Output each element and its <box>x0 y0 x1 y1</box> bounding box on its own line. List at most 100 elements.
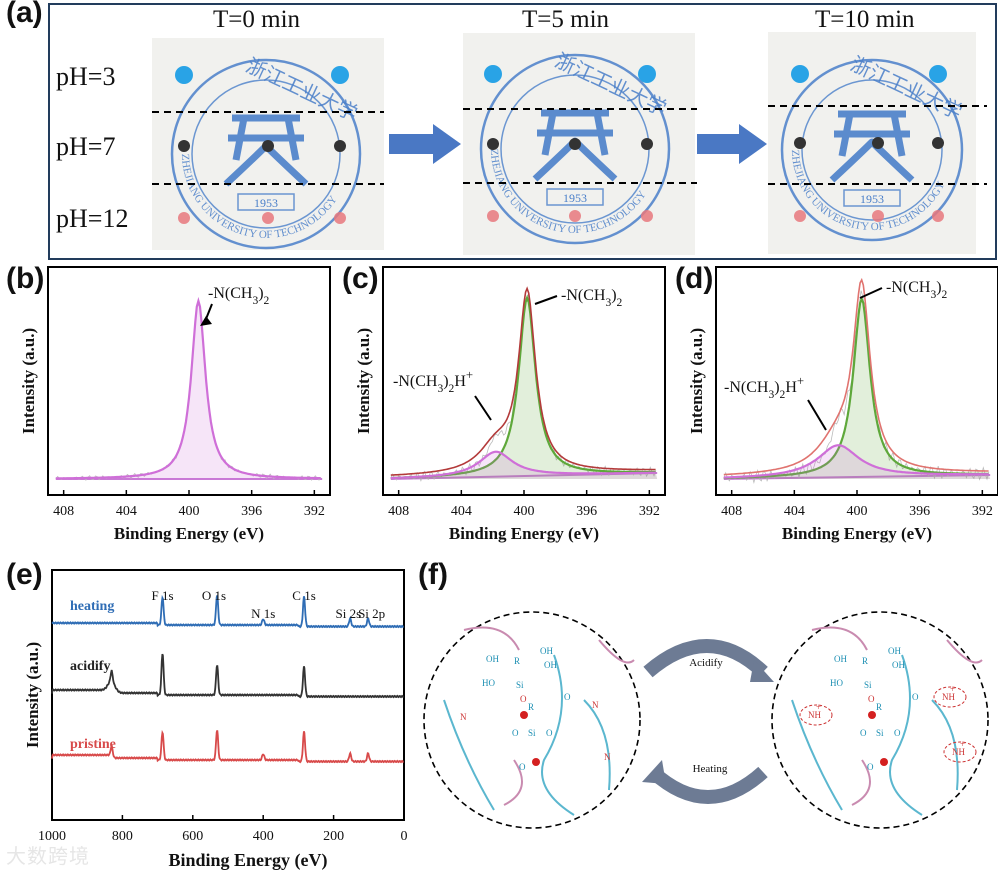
protonated-amine-label: NH <box>942 692 955 702</box>
x-tick-label: 200 <box>323 829 344 844</box>
peak-label: O 1s <box>202 588 226 603</box>
polymer-chain-pink <box>946 639 983 664</box>
amine-n-label: N <box>604 752 611 762</box>
oxygen-atom <box>532 758 540 766</box>
protonated-amine-label: NH <box>808 710 821 720</box>
annotation-n-ch3-2: -N(CH3)2 <box>561 287 623 309</box>
xps-chart-c: 408 404 400 396 392 Binding Energy (eV) Intens… <box>354 266 666 543</box>
x-tick-label: 396 <box>909 504 930 519</box>
droplet-ph-12 <box>932 210 944 222</box>
oxygen-label: O <box>519 762 526 772</box>
oxygen-atom <box>868 711 876 719</box>
after-state-circle <box>771 611 989 829</box>
silicon-label: Si <box>528 728 536 738</box>
droplet-ph-7 <box>178 140 190 152</box>
acidify-arrowhead <box>750 660 774 682</box>
droplet-ph-7 <box>262 140 274 152</box>
x-tick-label: 400 <box>847 504 868 519</box>
peak-label: Si 2p <box>358 606 385 621</box>
logo-emblem <box>829 110 915 183</box>
polymer-chain <box>443 699 495 811</box>
y-axis-label: Intensity (a.u.) <box>354 328 373 434</box>
polymer-chain-pink <box>598 639 635 664</box>
hydroxyl-label: HO <box>482 678 495 688</box>
peak-fill-n-ch3-2 <box>723 298 991 479</box>
charge-label: + <box>816 702 821 712</box>
oxygen-atom <box>880 758 888 766</box>
charge-label: + <box>950 684 955 694</box>
droplet-ph-12 <box>872 210 884 222</box>
series-label-acidify: acidify <box>70 659 110 674</box>
x-tick-label: 400 <box>179 504 200 519</box>
droplet-ph-7 <box>641 138 653 150</box>
droplet-ph-7 <box>487 138 499 150</box>
photo-t10: ZHEJIANG UNIVERSITY OF TECHNOLOGY浙江工业大学1… <box>768 32 976 254</box>
x-tick-label: 392 <box>639 504 660 519</box>
peak-fill-n-ch3-2 <box>390 297 658 479</box>
panel-e-label: (e) <box>6 558 43 591</box>
fit-envelope <box>723 277 989 476</box>
annotation-arrow <box>859 287 883 299</box>
x-tick-label: 404 <box>116 504 137 519</box>
protonated-amine-highlight <box>799 704 833 726</box>
silicon-label: Si <box>864 680 872 690</box>
logo-year: 1953 <box>860 192 884 206</box>
emblem-strokes <box>532 109 618 182</box>
annotation-arrow <box>534 295 558 305</box>
droplet-ph-7 <box>569 138 581 150</box>
logo-outer-ring <box>170 58 362 250</box>
droplet-ph-3 <box>175 66 193 84</box>
heating-arrowhead <box>642 760 666 784</box>
x-axis-label: Binding Energy (eV) <box>449 524 599 543</box>
x-tick-label: 396 <box>241 504 262 519</box>
charge-label: + <box>960 739 965 749</box>
peak-label: N 1s <box>251 606 275 621</box>
series-label-heating: heating <box>70 599 114 614</box>
polymer-chain-pink <box>811 626 868 651</box>
y-axis-label: Intensity (a.u.) <box>687 328 706 434</box>
acidify-arrow-body <box>643 639 768 678</box>
logo-emblem <box>532 109 618 182</box>
x-tick-label: 392 <box>972 504 993 519</box>
protonated-amine-highlight <box>933 686 967 708</box>
r-group-label: R <box>862 656 868 666</box>
x-tick-label: 404 <box>784 504 805 519</box>
hydroxyl-label: HO <box>830 678 843 688</box>
silicon-label: Si <box>876 728 884 738</box>
droplet-ph-12 <box>569 210 581 222</box>
droplet-ph-12 <box>487 210 499 222</box>
logo-year-box <box>843 189 901 207</box>
annotation-arrow <box>807 399 827 431</box>
polymer-chain <box>931 699 959 791</box>
logo-inner-ring <box>801 79 943 221</box>
annotation-n-ch3-2: -N(CH3)2 <box>886 279 948 301</box>
annotation-n-ch3-2-h-plus: -N(CH3)2H+ <box>724 374 804 401</box>
panel-d-label: (d) <box>675 262 714 295</box>
fit-envelope <box>390 286 656 476</box>
ph-label-7: pH=7 <box>56 132 116 161</box>
logo-outer-ring <box>479 53 671 245</box>
droplet-ph-7 <box>794 137 806 149</box>
silicon-label: Si <box>516 680 524 690</box>
oxygen-label: O <box>520 694 527 704</box>
hydroxyl-label: OH <box>892 660 905 670</box>
time-label-5: T=5 min <box>522 6 610 33</box>
logo-year: 1953 <box>254 196 278 210</box>
droplet-ph-3 <box>791 65 809 83</box>
r-group-label: R <box>514 656 520 666</box>
droplet-ph-12 <box>794 210 806 222</box>
oxygen-label: O <box>868 694 875 704</box>
peak-n-ch3-2-h <box>723 444 989 479</box>
xps-chart-d: 408 404 400 396 392 Binding Energy (eV) Intens… <box>687 266 998 543</box>
peak-label: Si 2s <box>336 606 362 621</box>
oxygen-label: O <box>546 728 553 738</box>
ph-label-12: pH=12 <box>56 204 129 233</box>
droplet-ph-12 <box>334 212 346 224</box>
oxygen-label: O <box>512 728 519 738</box>
emblem-strokes <box>829 110 915 183</box>
peak-fill-n-ch3-2 <box>55 301 323 479</box>
emblem-strokes <box>223 114 309 187</box>
droplet-ph-3 <box>638 65 656 83</box>
x-tick-label: 408 <box>388 504 409 519</box>
peak-n-ch3-2 <box>55 296 321 480</box>
